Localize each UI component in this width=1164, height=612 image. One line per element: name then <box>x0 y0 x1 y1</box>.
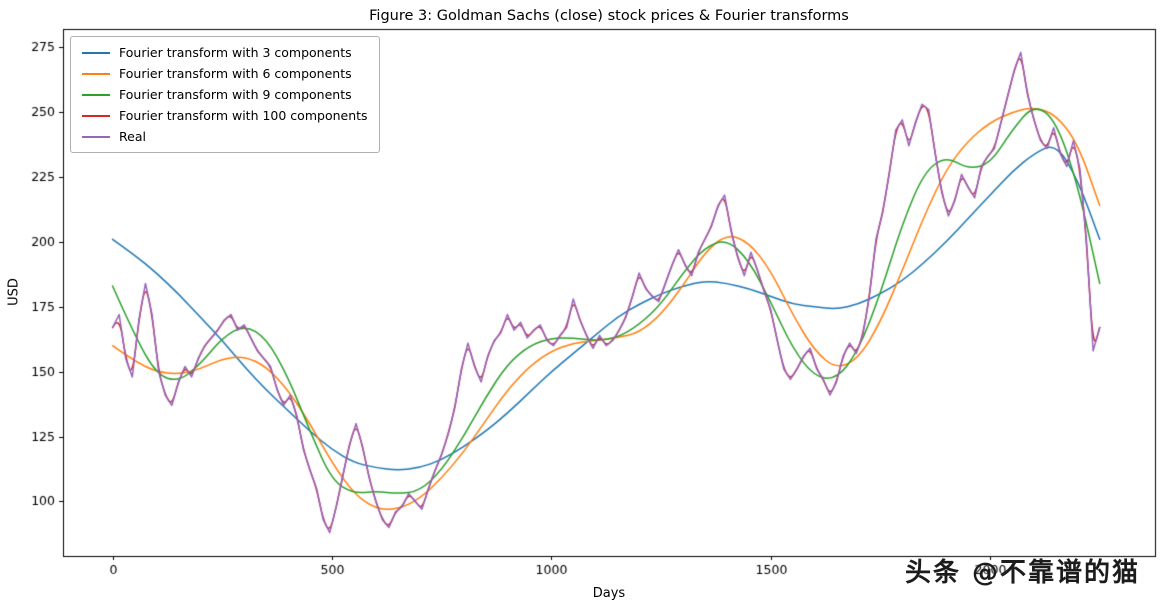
legend-line-swatch <box>82 135 110 138</box>
y-axis-label: USD <box>6 278 22 306</box>
legend-item: Real <box>82 129 368 144</box>
legend-label: Fourier transform with 9 components <box>119 87 352 102</box>
legend-item: Fourier transform with 100 components <box>82 108 368 123</box>
legend-line-swatch <box>82 51 110 54</box>
legend-item: Fourier transform with 9 components <box>82 87 368 102</box>
watermark-text: 头条 @不靠谱的猫 <box>904 558 1140 588</box>
legend-label: Real <box>119 129 146 144</box>
legend-item: Fourier transform with 6 components <box>82 66 368 81</box>
x-axis-label: Days <box>592 586 626 601</box>
legend-label: Fourier transform with 100 components <box>119 108 368 123</box>
chart-title: Figure 3: Goldman Sachs (close) stock pr… <box>369 8 849 24</box>
legend-label: Fourier transform with 6 components <box>119 66 352 81</box>
legend-line-swatch <box>82 93 110 96</box>
legend: Fourier transform with 3 components Fouri… <box>70 36 380 153</box>
legend-item: Fourier transform with 3 components <box>82 45 368 60</box>
legend-label: Fourier transform with 3 components <box>119 45 352 60</box>
legend-line-swatch <box>82 114 110 117</box>
legend-line-swatch <box>82 72 110 75</box>
